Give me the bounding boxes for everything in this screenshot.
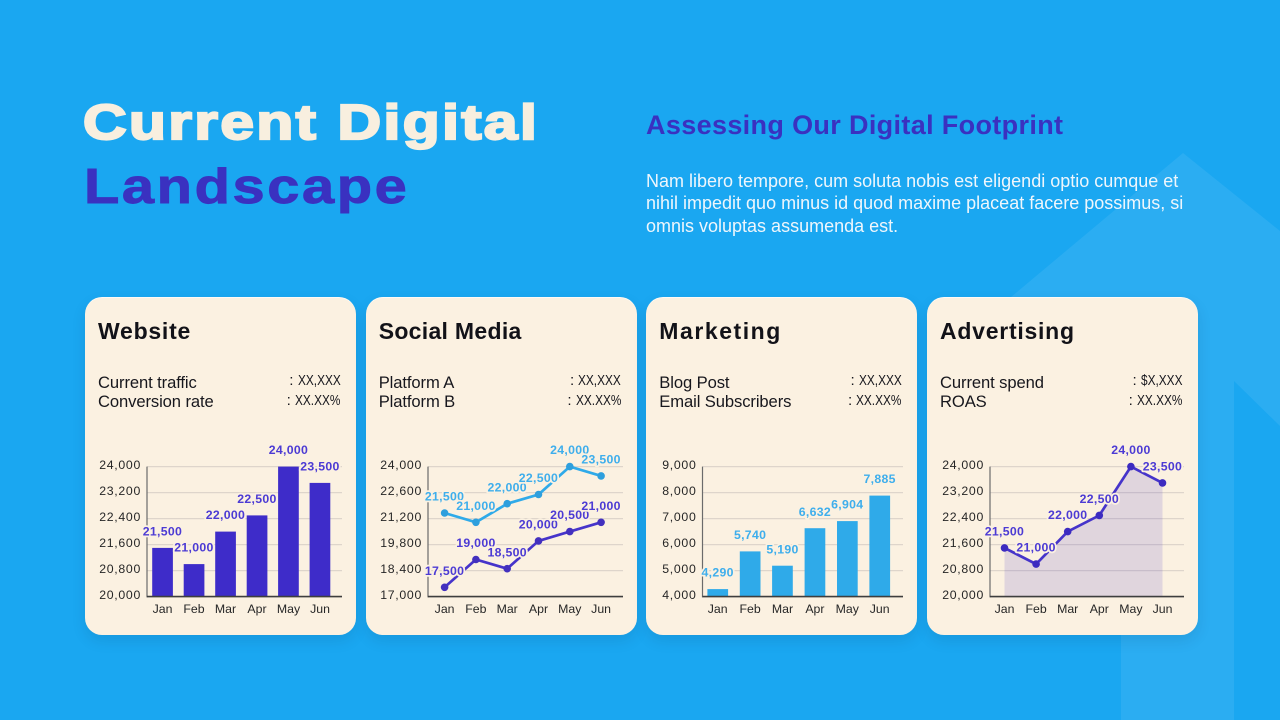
svg-text:19,800: 19,800	[380, 536, 422, 550]
svg-text:May: May	[277, 602, 301, 616]
svg-text:20,500: 20,500	[550, 508, 589, 522]
svg-text:9,000: 9,000	[663, 458, 697, 472]
svg-text:Mar: Mar	[772, 602, 793, 616]
svg-text:22,000: 22,000	[1048, 508, 1087, 522]
svg-text:5,000: 5,000	[663, 562, 697, 576]
svg-text:7,000: 7,000	[663, 510, 697, 524]
svg-text:21,500: 21,500	[425, 490, 464, 504]
svg-text:May: May	[558, 602, 582, 616]
svg-text:23,500: 23,500	[300, 460, 339, 474]
svg-text:Jan: Jan	[153, 602, 173, 616]
svg-text:Jan: Jan	[434, 602, 454, 616]
svg-text:23,200: 23,200	[942, 484, 984, 498]
svg-text:5,740: 5,740	[734, 528, 766, 542]
svg-text:May: May	[1119, 602, 1143, 616]
svg-text:Feb: Feb	[183, 602, 204, 616]
svg-text:7,885: 7,885	[864, 472, 896, 486]
svg-text:20,800: 20,800	[942, 562, 984, 576]
svg-text:24,000: 24,000	[942, 458, 984, 472]
svg-text:21,500: 21,500	[985, 525, 1024, 539]
svg-text:24,000: 24,000	[99, 458, 141, 472]
svg-text:22,600: 22,600	[380, 484, 422, 498]
svg-text:19,000: 19,000	[456, 536, 495, 550]
svg-text:6,000: 6,000	[663, 536, 697, 550]
svg-text:21,200: 21,200	[380, 510, 422, 524]
svg-text:21,500: 21,500	[143, 525, 182, 539]
svg-text:Apr: Apr	[529, 602, 548, 616]
svg-text:Mar: Mar	[215, 602, 236, 616]
svg-text:8,000: 8,000	[663, 484, 697, 498]
svg-text:18,500: 18,500	[487, 545, 526, 559]
svg-text:6,904: 6,904	[831, 498, 863, 512]
svg-text:24,000: 24,000	[550, 443, 589, 457]
svg-text:22,500: 22,500	[518, 471, 557, 485]
svg-text:Apr: Apr	[1090, 602, 1109, 616]
svg-text:Feb: Feb	[740, 602, 761, 616]
svg-text:21,000: 21,000	[456, 499, 495, 513]
svg-text:Jan: Jan	[995, 602, 1015, 616]
svg-text:Jan: Jan	[708, 602, 728, 616]
svg-text:Apr: Apr	[806, 602, 825, 616]
svg-text:21,000: 21,000	[581, 499, 620, 513]
svg-text:Jun: Jun	[1153, 602, 1173, 616]
svg-text:24,000: 24,000	[380, 458, 422, 472]
svg-text:22,400: 22,400	[942, 510, 984, 524]
svg-text:May: May	[836, 602, 860, 616]
svg-text:20,800: 20,800	[99, 562, 141, 576]
svg-text:Jun: Jun	[591, 602, 611, 616]
svg-text:20,000: 20,000	[518, 518, 557, 532]
svg-text:4,000: 4,000	[663, 588, 697, 602]
svg-text:21,600: 21,600	[942, 536, 984, 550]
svg-text:23,200: 23,200	[99, 484, 141, 498]
svg-text:Apr: Apr	[247, 602, 266, 616]
svg-text:4,290: 4,290	[702, 566, 734, 580]
svg-text:22,500: 22,500	[237, 492, 276, 506]
svg-text:23,500: 23,500	[581, 453, 620, 467]
svg-text:20,000: 20,000	[942, 588, 984, 602]
svg-text:Mar: Mar	[496, 602, 517, 616]
svg-text:18,400: 18,400	[380, 562, 422, 576]
svg-text:20,000: 20,000	[99, 588, 141, 602]
svg-text:Jun: Jun	[870, 602, 890, 616]
svg-text:22,000: 22,000	[487, 480, 526, 494]
svg-text:21,000: 21,000	[1016, 541, 1055, 555]
svg-text:5,190: 5,190	[767, 542, 799, 556]
svg-text:Mar: Mar	[1057, 602, 1078, 616]
svg-text:21,600: 21,600	[99, 536, 141, 550]
svg-text:Feb: Feb	[465, 602, 486, 616]
svg-text:24,000: 24,000	[1111, 443, 1150, 457]
svg-text:17,000: 17,000	[380, 588, 422, 602]
svg-text:6,632: 6,632	[799, 505, 831, 519]
svg-text:22,500: 22,500	[1080, 492, 1119, 506]
svg-text:21,000: 21,000	[174, 541, 213, 555]
svg-text:22,400: 22,400	[99, 510, 141, 524]
svg-text:24,000: 24,000	[269, 443, 308, 457]
svg-text:17,500: 17,500	[425, 564, 464, 578]
svg-text:22,000: 22,000	[206, 508, 245, 522]
svg-text:Jun: Jun	[310, 602, 330, 616]
svg-text:Feb: Feb	[1025, 602, 1046, 616]
svg-text:23,500: 23,500	[1143, 460, 1182, 474]
